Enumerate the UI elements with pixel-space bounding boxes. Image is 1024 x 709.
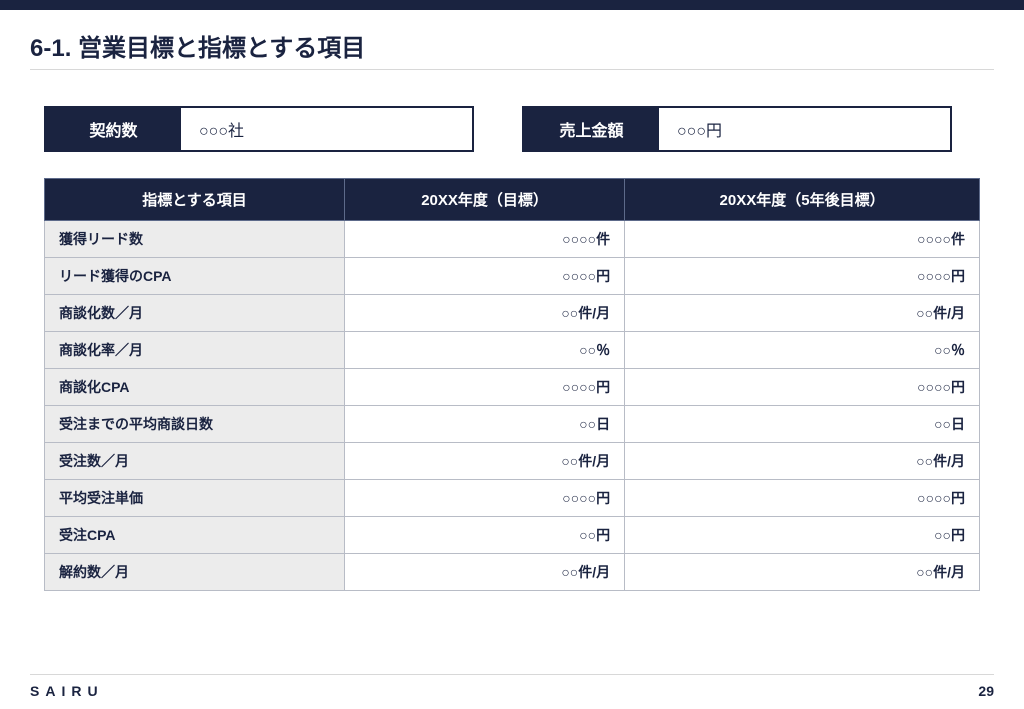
table-header-target: 20XX年度（目標） bbox=[345, 179, 625, 221]
metric-label: 受注CPA bbox=[45, 517, 345, 554]
metric-five-year: ○○円 bbox=[625, 517, 980, 554]
table-header-5year: 20XX年度（5年後目標） bbox=[625, 179, 980, 221]
table-header-item: 指標とする項目 bbox=[45, 179, 345, 221]
metric-target: ○○○○件 bbox=[345, 221, 625, 258]
metric-label: 商談化率／月 bbox=[45, 332, 345, 369]
metric-label: 商談化数／月 bbox=[45, 295, 345, 332]
table-row: 商談化CPA○○○○円○○○○円 bbox=[45, 369, 980, 406]
table-row: 受注CPA○○円○○円 bbox=[45, 517, 980, 554]
metric-five-year: ○○○○円 bbox=[625, 480, 980, 517]
metric-five-year: ○○○○円 bbox=[625, 258, 980, 295]
kpi-revenue-label: 売上金額 bbox=[524, 108, 659, 150]
metric-label: 解約数／月 bbox=[45, 554, 345, 591]
page-number: 29 bbox=[978, 683, 994, 699]
metric-target: ○○○○円 bbox=[345, 480, 625, 517]
footer: SAIRU 29 bbox=[0, 674, 1024, 709]
metric-label: 受注数／月 bbox=[45, 443, 345, 480]
metric-target: ○○％ bbox=[345, 332, 625, 369]
slide: 6-1. 営業目標と指標とする項目 契約数 ○○○社 売上金額 ○○○円 指標と… bbox=[0, 0, 1024, 709]
kpi-revenue-value: ○○○円 bbox=[659, 108, 950, 150]
table-row: 獲得リード数○○○○件○○○○件 bbox=[45, 221, 980, 258]
top-accent-bar bbox=[0, 0, 1024, 10]
metric-label: リード獲得のCPA bbox=[45, 258, 345, 295]
metric-five-year: ○○％ bbox=[625, 332, 980, 369]
footer-divider bbox=[30, 674, 994, 675]
table-row: 受注数／月○○件/月○○件/月 bbox=[45, 443, 980, 480]
table-header-row: 指標とする項目 20XX年度（目標） 20XX年度（5年後目標） bbox=[45, 179, 980, 221]
table-row: 平均受注単価○○○○円○○○○円 bbox=[45, 480, 980, 517]
brand-logo-text: SAIRU bbox=[30, 683, 104, 699]
metric-five-year: ○○件/月 bbox=[625, 554, 980, 591]
metric-five-year: ○○件/月 bbox=[625, 443, 980, 480]
metric-five-year: ○○○○件 bbox=[625, 221, 980, 258]
table-row: 受注までの平均商談日数○○日○○日 bbox=[45, 406, 980, 443]
content-area: 契約数 ○○○社 売上金額 ○○○円 指標とする項目 20XX年度（目標） 20… bbox=[0, 82, 1024, 591]
metric-label: 受注までの平均商談日数 bbox=[45, 406, 345, 443]
metric-five-year: ○○日 bbox=[625, 406, 980, 443]
metric-label: 平均受注単価 bbox=[45, 480, 345, 517]
metric-target: ○○○○円 bbox=[345, 369, 625, 406]
metric-five-year: ○○○○円 bbox=[625, 369, 980, 406]
metric-target: ○○日 bbox=[345, 406, 625, 443]
kpi-contracts-box: 契約数 ○○○社 bbox=[44, 106, 474, 152]
metric-target: ○○円 bbox=[345, 517, 625, 554]
table-row: リード獲得のCPA○○○○円○○○○円 bbox=[45, 258, 980, 295]
table-row: 商談化数／月○○件/月○○件/月 bbox=[45, 295, 980, 332]
metrics-table: 指標とする項目 20XX年度（目標） 20XX年度（5年後目標） 獲得リード数○… bbox=[44, 178, 980, 591]
metric-target: ○○件/月 bbox=[345, 443, 625, 480]
table-row: 解約数／月○○件/月○○件/月 bbox=[45, 554, 980, 591]
title-underline bbox=[30, 69, 994, 70]
metric-target: ○○件/月 bbox=[345, 295, 625, 332]
kpi-revenue-box: 売上金額 ○○○円 bbox=[522, 106, 952, 152]
metric-target: ○○○○円 bbox=[345, 258, 625, 295]
table-row: 商談化率／月○○％○○％ bbox=[45, 332, 980, 369]
kpi-contracts-label: 契約数 bbox=[46, 108, 181, 150]
metric-label: 獲得リード数 bbox=[45, 221, 345, 258]
page-title: 6-1. 営業目標と指標とする項目 bbox=[30, 28, 994, 63]
title-area: 6-1. 営業目標と指標とする項目 bbox=[0, 10, 1024, 82]
metric-five-year: ○○件/月 bbox=[625, 295, 980, 332]
metric-label: 商談化CPA bbox=[45, 369, 345, 406]
metric-target: ○○件/月 bbox=[345, 554, 625, 591]
kpi-contracts-value: ○○○社 bbox=[181, 108, 472, 150]
kpi-row: 契約数 ○○○社 売上金額 ○○○円 bbox=[44, 106, 980, 152]
